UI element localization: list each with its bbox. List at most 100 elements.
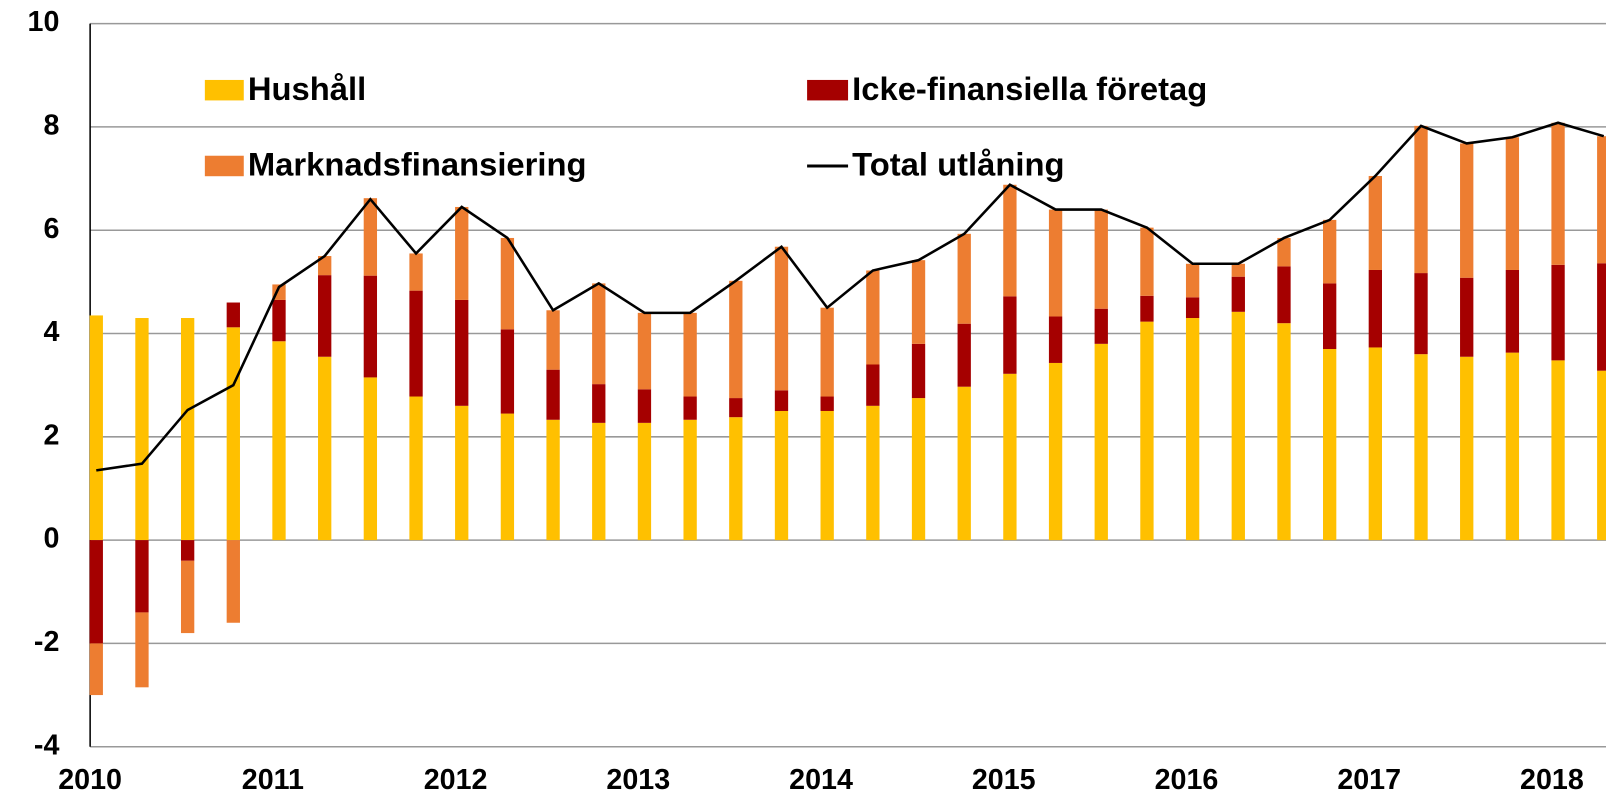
y-tick-label: 4 [43,316,59,348]
bar [546,310,560,370]
legend-swatch [807,79,849,101]
legend-label: Total utlåning [852,146,1064,183]
bar [1231,276,1245,312]
bar [1597,136,1606,264]
bar [1048,316,1063,363]
bar [363,275,378,378]
bar [729,398,743,418]
bar [89,540,103,644]
bar [135,612,149,688]
bar [1003,296,1017,374]
bar [866,270,880,365]
bar [1505,352,1520,541]
bars [89,122,1606,696]
bar [500,237,515,330]
bar [180,540,195,561]
y-tick-label: 6 [43,213,59,245]
bar [1505,269,1520,353]
bar [1003,184,1017,297]
bar [135,540,149,613]
bar [866,405,880,541]
bar [866,364,880,406]
bar [911,260,926,344]
bar [409,253,423,291]
bar [1003,373,1017,541]
bar [1185,318,1200,541]
bar [1368,175,1382,270]
bar [226,540,240,623]
bar [226,327,240,541]
bar [226,302,240,328]
bar [272,341,286,541]
bar [546,369,560,420]
bar [318,275,332,357]
x-tick-label: 2018 [1520,764,1584,796]
bar [911,398,926,541]
bar [1277,266,1291,324]
bar [455,299,469,406]
legend-label: Hushåll [248,70,366,107]
bar [592,422,606,541]
bar [1505,137,1520,270]
bar [774,410,789,541]
bar [1231,311,1245,541]
bar [1414,273,1428,355]
legend: Hushåll Icke-finansiella företag Marknad… [204,70,1207,183]
bar [1231,263,1245,277]
y-tick-label: 0 [43,523,59,555]
legend-swatch [204,79,244,101]
x-tick-label: 2015 [972,764,1036,796]
bar [774,390,789,411]
bar [1140,321,1154,541]
bar [637,312,652,390]
bar [1323,349,1337,541]
bar [1277,323,1291,541]
bar [500,329,515,414]
y-tick-label: 2 [43,419,59,451]
bar [1551,360,1565,541]
bar [1048,362,1063,541]
bar [1460,143,1474,278]
bar [911,343,926,399]
bar [1323,283,1337,350]
bar [1597,370,1606,541]
x-tick-label: 2016 [1155,764,1219,796]
bar [455,206,469,300]
legend-label: Icke-finansiella företag [852,70,1207,107]
bar [409,290,423,397]
bar [957,323,971,387]
bar [272,299,286,342]
bar [500,413,515,541]
bar [318,356,332,541]
y-tick-label: -4 [34,729,60,761]
x-tick-label: 2013 [606,764,670,796]
bar [1414,354,1428,541]
grid [89,22,1606,748]
bar [1368,269,1382,348]
bar [546,419,560,541]
bar [1460,277,1474,357]
bar [1094,343,1108,541]
bar [1185,297,1200,319]
y-tick-label: -2 [34,626,59,658]
bar [135,318,149,541]
bar [729,417,743,541]
bar [363,198,378,276]
bar [1551,264,1565,361]
bar [820,396,834,411]
bar [683,419,697,541]
bar [1460,356,1474,541]
bar [729,280,743,399]
x-tick-label: 2017 [1337,764,1401,796]
total-line [96,121,1605,472]
bar [363,377,378,541]
bar [683,312,697,397]
bar [957,233,971,324]
bar [637,389,652,423]
y-tick-label: 10 [28,6,60,38]
bar [1597,263,1606,371]
bar [1094,308,1108,344]
legend-label: Marknadsfinansiering [248,146,587,183]
bar [180,560,195,634]
